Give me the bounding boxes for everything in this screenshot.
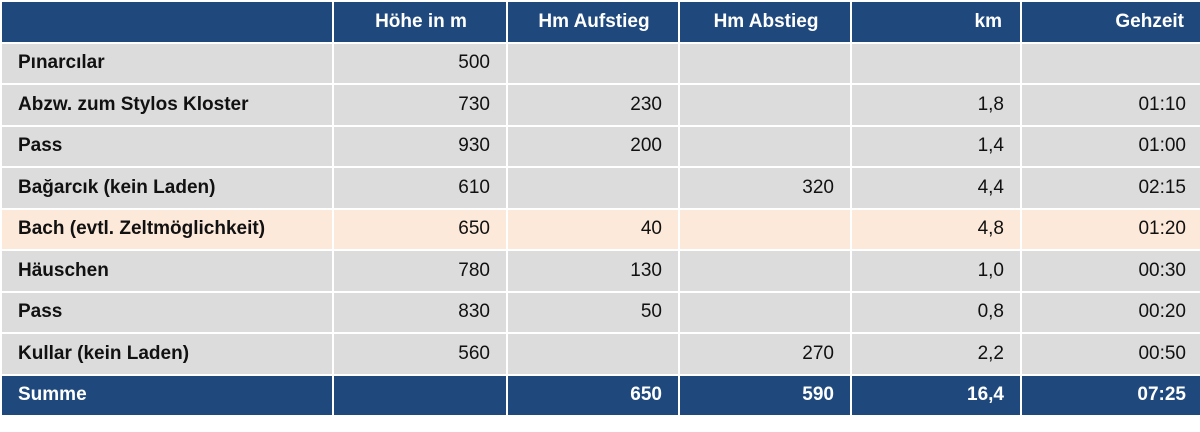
summary-height <box>334 375 506 415</box>
row-ascent <box>508 168 678 208</box>
row-km: 1,0 <box>852 251 1020 291</box>
row-descent <box>680 292 850 332</box>
row-ascent <box>508 43 678 83</box>
row-time: 01:20 <box>1022 209 1200 249</box>
header-km: km <box>852 2 1020 42</box>
row-name: Pass <box>2 292 332 332</box>
row-time <box>1022 43 1200 83</box>
header-row: Höhe in m Hm Aufstieg Hm Abstieg km Gehz… <box>2 2 1200 42</box>
row-time: 01:10 <box>1022 85 1200 125</box>
row-km: 4,8 <box>852 209 1020 249</box>
table-row: Pass 830 50 0,8 00:20 <box>2 292 1200 332</box>
route-table: Höhe in m Hm Aufstieg Hm Abstieg km Gehz… <box>2 2 1200 415</box>
header-name <box>2 2 332 42</box>
row-ascent: 130 <box>508 251 678 291</box>
row-descent: 320 <box>680 168 850 208</box>
row-height: 930 <box>334 126 506 166</box>
table-row: Bağarcık (kein Laden) 610 320 4,4 02:15 <box>2 168 1200 208</box>
row-km: 2,2 <box>852 334 1020 374</box>
row-km: 1,8 <box>852 85 1020 125</box>
row-name: Kullar (kein Laden) <box>2 334 332 374</box>
row-ascent: 230 <box>508 85 678 125</box>
row-name: Häuschen <box>2 251 332 291</box>
header-height: Höhe in m <box>334 2 506 42</box>
summary-row: Summe 650 590 16,4 07:25 <box>2 375 1200 415</box>
row-descent <box>680 43 850 83</box>
row-height: 830 <box>334 292 506 332</box>
row-name: Pınarcılar <box>2 43 332 83</box>
row-height: 610 <box>334 168 506 208</box>
header-time: Gehzeit <box>1022 2 1200 42</box>
table-row: Häuschen 780 130 1,0 00:30 <box>2 251 1200 291</box>
table-row: Pınarcılar 500 <box>2 43 1200 83</box>
row-km: 4,4 <box>852 168 1020 208</box>
row-height: 560 <box>334 334 506 374</box>
row-height: 500 <box>334 43 506 83</box>
summary-time: 07:25 <box>1022 375 1200 415</box>
table-row: Abzw. zum Stylos Kloster 730 230 1,8 01:… <box>2 85 1200 125</box>
table-row-highlighted: Bach (evtl. Zeltmöglichkeit) 650 40 4,8 … <box>2 209 1200 249</box>
row-time: 00:50 <box>1022 334 1200 374</box>
table-row: Kullar (kein Laden) 560 270 2,2 00:50 <box>2 334 1200 374</box>
row-height: 730 <box>334 85 506 125</box>
row-descent <box>680 85 850 125</box>
row-ascent: 40 <box>508 209 678 249</box>
row-height: 780 <box>334 251 506 291</box>
row-descent <box>680 209 850 249</box>
row-km: 0,8 <box>852 292 1020 332</box>
row-km: 1,4 <box>852 126 1020 166</box>
summary-km: 16,4 <box>852 375 1020 415</box>
summary-label: Summe <box>2 375 332 415</box>
row-ascent: 200 <box>508 126 678 166</box>
row-height: 650 <box>334 209 506 249</box>
header-ascent: Hm Aufstieg <box>508 2 678 42</box>
row-km <box>852 43 1020 83</box>
row-name: Bağarcık (kein Laden) <box>2 168 332 208</box>
row-ascent <box>508 334 678 374</box>
table-row: Pass 930 200 1,4 01:00 <box>2 126 1200 166</box>
row-time: 00:30 <box>1022 251 1200 291</box>
row-time: 01:00 <box>1022 126 1200 166</box>
row-name: Abzw. zum Stylos Kloster <box>2 85 332 125</box>
row-descent: 270 <box>680 334 850 374</box>
row-name: Pass <box>2 126 332 166</box>
header-descent: Hm Abstieg <box>680 2 850 42</box>
row-name: Bach (evtl. Zeltmöglichkeit) <box>2 209 332 249</box>
row-time: 02:15 <box>1022 168 1200 208</box>
summary-ascent: 650 <box>508 375 678 415</box>
row-ascent: 50 <box>508 292 678 332</box>
row-descent <box>680 126 850 166</box>
row-time: 00:20 <box>1022 292 1200 332</box>
summary-descent: 590 <box>680 375 850 415</box>
row-descent <box>680 251 850 291</box>
